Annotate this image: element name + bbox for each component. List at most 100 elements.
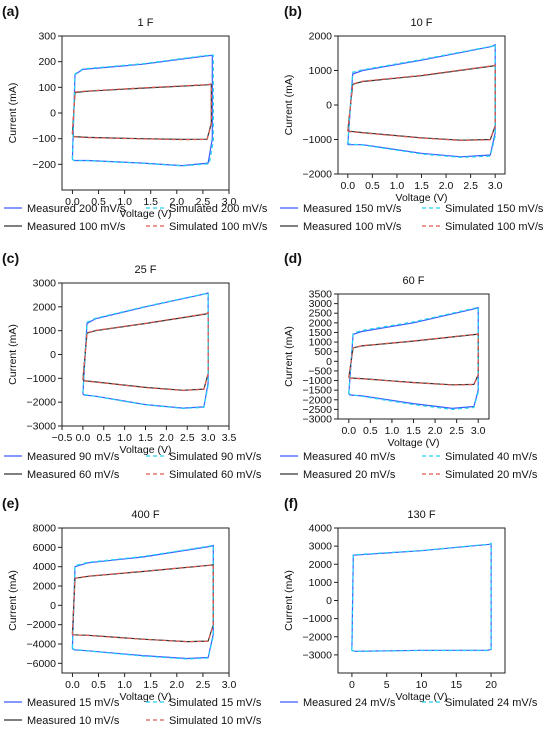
x-tick-label: 0.0 (65, 196, 80, 208)
x-tick-label: 1.5 (406, 425, 421, 437)
x-tick-label: 2.5 (196, 679, 211, 691)
x-tick-label: 15 (450, 679, 462, 691)
x-tick-label: 1.5 (414, 180, 429, 192)
y-tick-label: −4000 (27, 639, 57, 651)
chart-title: 60 F (402, 275, 424, 287)
y-tick-label: 0 (50, 108, 56, 120)
x-axis-label: Voltage (V) (120, 444, 172, 456)
x-tick-label: 2.0 (170, 679, 185, 691)
series-line-1 (351, 542, 492, 652)
legend-entry: Simulated 10 mV/s (169, 715, 262, 727)
chart-panel-d: (d) 60 F 0.0 0.5 1.0 1.5 2.0 2.5 3.0 −3000−2500−2… (280, 250, 538, 481)
x-tick-label: 1.5 (138, 432, 153, 444)
y-tick-label: −2000 (303, 394, 333, 406)
x-tick-label: 3.0 (201, 432, 216, 444)
x-tick-label: 0.5 (96, 432, 111, 444)
x-tick-label: 1.5 (143, 196, 158, 208)
y-tick-label: 2000 (33, 581, 57, 593)
x-tick-label: 2.0 (439, 180, 454, 192)
y-axis-label: Current (mA) (7, 570, 19, 631)
series-line-1 (71, 54, 213, 167)
y-tick-label: −2500 (303, 404, 333, 416)
chart-panel-e: (e) 400 F 0.0 0.5 1.0 1.5 2.0 2.5 3.0 −6000 −4000 −… (2, 495, 262, 727)
x-tick-label: 1.0 (117, 196, 132, 208)
legend-entry: Measured 100 mV/s (303, 221, 402, 233)
y-tick-label: 4000 (33, 561, 57, 573)
legend-entry: Measured 200 mV/s (27, 203, 126, 215)
y-tick-label: 200 (38, 56, 56, 68)
y-tick-label: 2000 (33, 301, 57, 313)
x-tick-label: 10 (416, 679, 428, 691)
y-tick-label: 2000 (309, 559, 333, 571)
legend-entry: Simulated 20 mV/s (445, 469, 538, 481)
y-tick-label: −1500 (303, 385, 333, 397)
x-tick-label: 1.5 (143, 679, 158, 691)
series-line-3 (71, 544, 214, 660)
x-tick-label: 3.0 (488, 180, 503, 192)
y-tick-label: −6000 (27, 658, 57, 670)
legend-entry: Measured 60 mV/s (27, 469, 120, 481)
y-tick-label: 1000 (309, 337, 333, 349)
y-tick-label: −2000 (303, 631, 333, 643)
legend-entry: Simulated 15 mV/s (169, 697, 262, 709)
panel-label: (f) (284, 495, 298, 511)
x-axis-label: Voltage (V) (396, 691, 448, 703)
series-line-1 (82, 292, 209, 409)
legend-entry: Measured 40 mV/s (303, 451, 396, 463)
legend-entry: Measured 90 mV/s (27, 451, 120, 463)
x-tick-label: 1.0 (117, 432, 132, 444)
y-tick-label: −3000 (27, 421, 57, 433)
x-tick-label: 0.0 (341, 180, 356, 192)
y-tick-label: 100 (38, 82, 56, 94)
legend-entry: Simulated 40 mV/s (445, 451, 538, 463)
y-tick-label: −1000 (27, 373, 57, 385)
panel-label: (a) (2, 3, 19, 19)
x-tick-label: 0.5 (363, 425, 378, 437)
x-tick-label: 0.5 (91, 679, 106, 691)
x-axis-label: Voltage (V) (396, 192, 448, 204)
legend-entry: Simulated 150 mV/s (445, 203, 544, 215)
y-tick-label: 8000 (33, 523, 57, 535)
series-line-2 (347, 64, 496, 141)
series-line-3 (71, 54, 214, 167)
y-tick-label: 2000 (309, 317, 333, 329)
series-line-2 (71, 564, 214, 643)
y-tick-label: −1000 (303, 375, 333, 387)
x-tick-label: 2.0 (159, 432, 174, 444)
x-tick-label: 1.0 (385, 425, 400, 437)
x-axis-label: Voltage (V) (120, 208, 172, 220)
x-tick-label: 0.0 (65, 679, 80, 691)
chart-panel-b: (b) 10 F 0.0 0.5 1.0 1.5 2.0 2.5 3.0 −2000 −1000 0 1… (280, 3, 544, 233)
chart-panel-a: (a) 1 F 0.0 0.5 1.0 1.5 2.0 2.5 3.0 −200 −100 0 100 2… (2, 3, 268, 233)
x-tick-label: 0.5 (365, 180, 380, 192)
legend-entry: Measured 24 mV/s (303, 697, 396, 709)
y-tick-label: −1000 (303, 613, 333, 625)
x-tick-label: 2.5 (180, 432, 195, 444)
x-tick-label: 2.0 (428, 425, 443, 437)
y-tick-label: 2500 (309, 308, 333, 320)
y-tick-label: 2000 (309, 31, 333, 43)
y-tick-label: −2000 (27, 397, 57, 409)
series-line-4 (71, 83, 212, 141)
series-line-1 (348, 306, 479, 409)
series-line-3 (82, 292, 209, 409)
y-tick-label: 0 (326, 356, 332, 368)
series-line-3 (347, 43, 496, 158)
y-tick-label: −2000 (27, 619, 57, 631)
chart-title: 130 F (407, 509, 435, 521)
legend-entry: Measured 10 mV/s (27, 715, 120, 727)
series-line-4 (82, 312, 209, 392)
plot-frame (337, 293, 490, 420)
y-tick-label: 3500 (309, 289, 333, 301)
y-axis-label: Current (mA) (283, 570, 295, 631)
y-tick-label: 1000 (33, 325, 57, 337)
legend-entry: Measured 20 mV/s (303, 469, 396, 481)
y-tick-label: −3000 (303, 649, 333, 661)
x-tick-label: 2.5 (196, 196, 211, 208)
y-tick-label: 3000 (309, 298, 333, 310)
y-tick-label: −200 (32, 159, 56, 171)
y-axis-label: Current (mA) (283, 75, 295, 136)
y-tick-label: 0 (50, 349, 56, 361)
y-tick-label: 0 (50, 600, 56, 612)
